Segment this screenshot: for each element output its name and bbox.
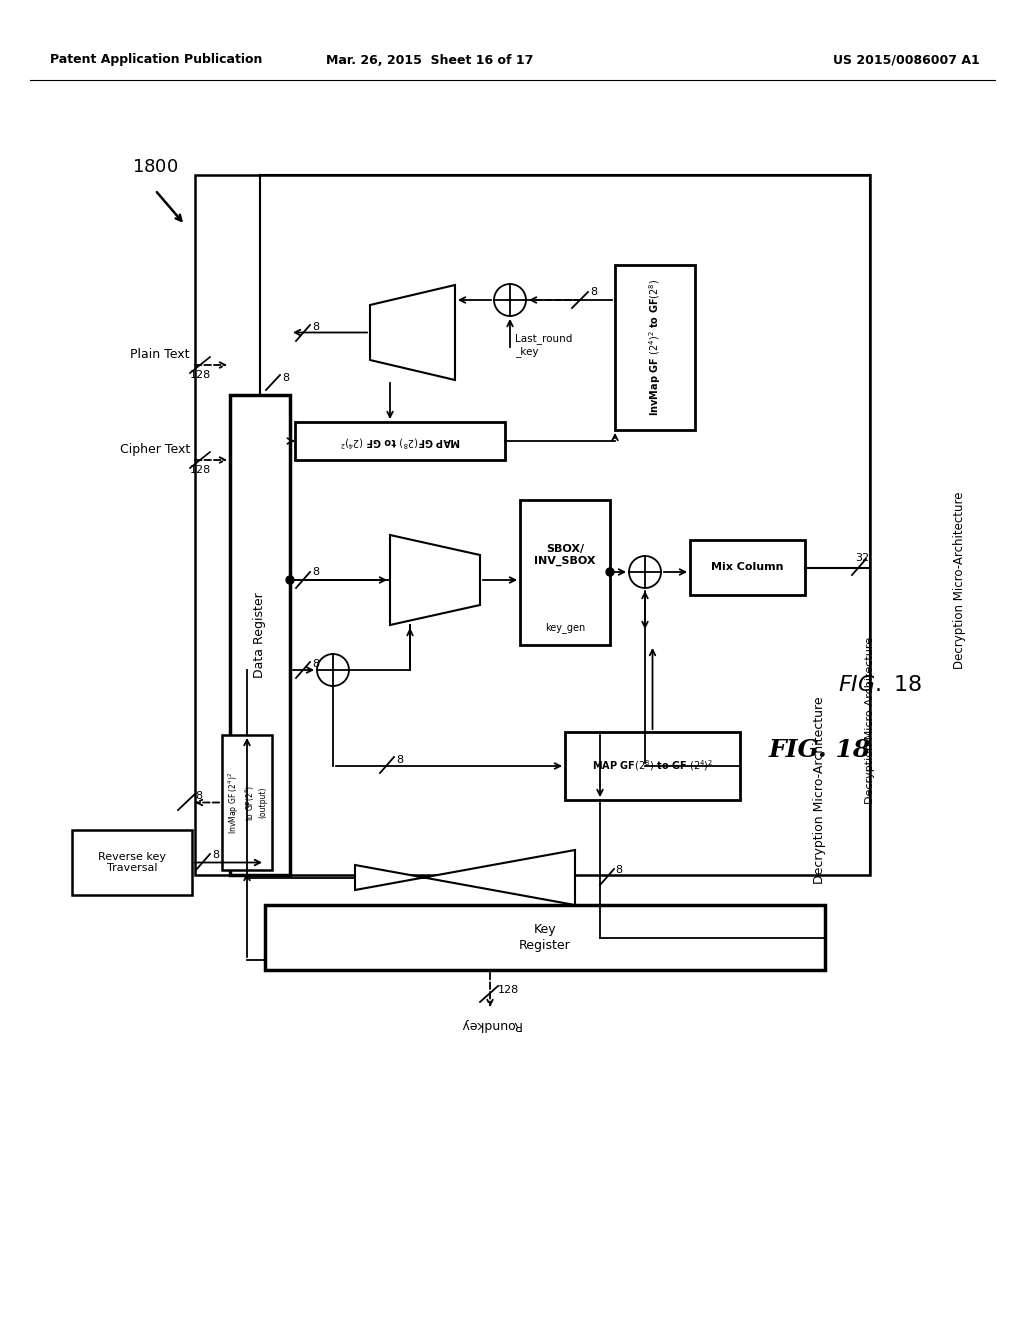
Text: 8: 8 (396, 755, 403, 766)
Text: Decryption Micro-Architecture: Decryption Micro-Architecture (813, 696, 826, 884)
Text: 128: 128 (189, 465, 211, 475)
Text: 128: 128 (189, 370, 211, 380)
Text: Reverse key
Traversal: Reverse key Traversal (98, 851, 166, 874)
Text: $\it{1800}$: $\it{1800}$ (132, 158, 178, 176)
Text: MAP GF$(2^8)$ to GF $(2^4)^2$: MAP GF$(2^8)$ to GF $(2^4)^2$ (592, 759, 713, 774)
Text: 8: 8 (312, 659, 319, 669)
Bar (230, 395, 290, 875)
Bar (222, 735, 272, 870)
Bar (520, 500, 610, 645)
Text: Mix Column: Mix Column (712, 562, 783, 573)
Bar (565, 733, 740, 800)
Text: 8: 8 (615, 865, 623, 875)
Text: InvMap GF $(2^4)^2$
to GF$(2^8)$
(output): InvMap GF $(2^4)^2$ to GF$(2^8)$ (output… (227, 771, 267, 834)
Text: Patent Application Publication: Patent Application Publication (50, 54, 262, 66)
Text: 128: 128 (498, 985, 519, 995)
Text: Decryption Micro-Architecture: Decryption Micro-Architecture (953, 491, 967, 669)
Text: Decryption Micro-Architecture: Decryption Micro-Architecture (865, 636, 874, 804)
Polygon shape (355, 850, 575, 906)
Bar (72, 830, 193, 895)
Text: 8: 8 (212, 850, 219, 861)
Text: 32: 32 (855, 553, 869, 564)
Text: SBOX/
INV_SBOX: SBOX/ INV_SBOX (535, 544, 596, 566)
Polygon shape (370, 285, 455, 380)
Text: US 2015/0086007 A1: US 2015/0086007 A1 (834, 54, 980, 66)
Text: 8: 8 (282, 374, 289, 383)
Text: Data Register: Data Register (254, 593, 266, 678)
Text: Roundkey: Roundkey (459, 1019, 521, 1031)
Text: 8: 8 (590, 286, 597, 297)
Text: MAP GF$(2^8)$ to GF $(2^4)^2$: MAP GF$(2^8)$ to GF $(2^4)^2$ (339, 433, 461, 449)
Bar (690, 540, 805, 595)
Circle shape (606, 568, 614, 576)
Text: 8: 8 (195, 791, 202, 801)
Text: $\it{FIG.\ 18}$: $\it{FIG.\ 18}$ (838, 675, 922, 696)
Text: Last_round
_key: Last_round _key (515, 333, 572, 356)
Circle shape (286, 576, 294, 583)
Text: Key
Register: Key Register (519, 924, 570, 952)
Text: Plain Text: Plain Text (130, 348, 189, 362)
Text: FIG. 18: FIG. 18 (769, 738, 871, 762)
Text: Cipher Text: Cipher Text (120, 444, 190, 457)
Text: InvMap GF $(2^4)^2$ to GF$(2^8)$: InvMap GF $(2^4)^2$ to GF$(2^8)$ (647, 279, 663, 416)
Bar (295, 422, 505, 459)
Text: Mar. 26, 2015  Sheet 16 of 17: Mar. 26, 2015 Sheet 16 of 17 (327, 54, 534, 66)
Bar (615, 265, 695, 430)
Polygon shape (390, 535, 480, 624)
Bar (265, 906, 825, 970)
Bar (195, 176, 870, 875)
Text: 8: 8 (312, 322, 319, 333)
Text: 8: 8 (312, 568, 319, 577)
Text: key_gen: key_gen (545, 622, 585, 634)
